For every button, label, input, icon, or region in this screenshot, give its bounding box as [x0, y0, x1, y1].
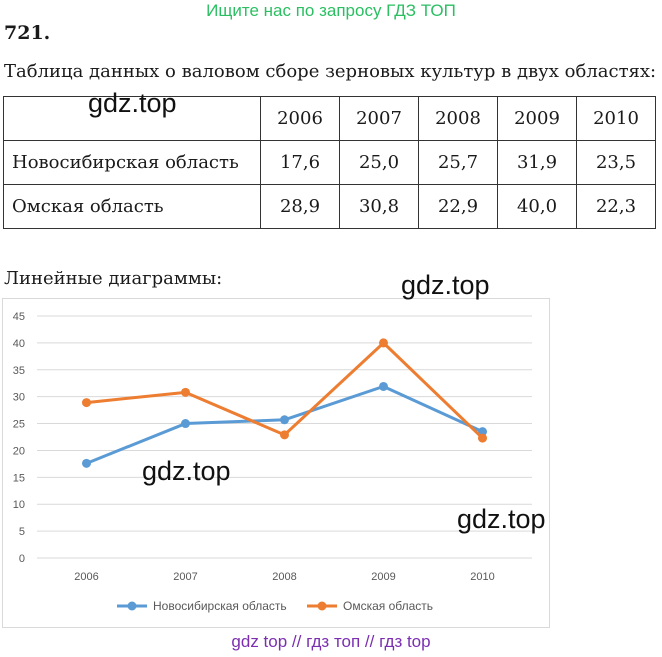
table-cell: 25,7 [418, 140, 498, 185]
data-point [280, 430, 289, 440]
top-banner: Ищите нас по запросу ГДЗ ТОП [206, 1, 456, 20]
x-tick-label: 2010 [470, 571, 494, 583]
table-year-header: 2008 [418, 96, 498, 141]
data-point [379, 381, 388, 391]
data-point [181, 419, 190, 429]
table-year-header: 2006 [260, 96, 340, 141]
table-cell: 23,5 [576, 140, 656, 185]
bottom-banner: gdz top // гдз топ // гдз top [231, 632, 431, 651]
x-tick-label: 2006 [74, 571, 98, 583]
y-tick-label: 20 [13, 445, 25, 457]
y-tick-label: 35 [13, 365, 25, 377]
data-point [181, 387, 190, 397]
watermark: gdz.top [142, 456, 231, 486]
table-year-header: 2009 [497, 96, 577, 141]
data-point [280, 415, 289, 425]
data-point [82, 398, 91, 408]
y-tick-label: 30 [13, 392, 25, 404]
y-tick-label: 45 [13, 311, 25, 323]
table-cell: 31,9 [497, 140, 577, 185]
chart-frame [2, 298, 550, 628]
watermark: gdz.top [401, 270, 490, 300]
table-cell: 17,6 [260, 140, 340, 185]
data-point [478, 433, 487, 443]
watermark: gdz.top [88, 88, 177, 118]
watermark: gdz.top [457, 504, 546, 534]
legend-swatch-marker [127, 601, 137, 611]
table-cell: 40,0 [497, 184, 577, 229]
x-tick-label: 2007 [173, 571, 197, 583]
y-tick-label: 40 [13, 338, 25, 350]
data-table: 2006 2007 2008 2009 2010 Новосибирская о… [3, 96, 656, 229]
table-year-header: 2010 [576, 96, 656, 141]
table-cell: 30,8 [339, 184, 419, 229]
y-tick-label: 10 [13, 499, 25, 511]
y-tick-label: 0 [19, 553, 25, 565]
x-tick-label: 2009 [371, 571, 395, 583]
line-chart: 0 5 10 15 20 25 30 35 40 45 2006 2007 2008 2009 2010 Но… [2, 298, 550, 628]
problem-number: 721. [4, 22, 51, 44]
x-tick-label: 2008 [272, 571, 296, 583]
y-tick-label: 25 [13, 419, 25, 431]
table-cell: 22,3 [576, 184, 656, 229]
legend-swatch-marker [317, 601, 327, 611]
legend-label: Омская область [343, 599, 433, 613]
table-cell: 25,0 [339, 140, 419, 185]
chart-caption: Линейные диаграммы: [4, 268, 223, 289]
data-point [82, 458, 91, 468]
table-row: Омская область 28,9 30,8 22,9 40,0 22,3 [3, 184, 656, 229]
table-row-label: Новосибирская область [3, 140, 261, 185]
y-tick-label: 15 [13, 472, 25, 484]
legend-label: Новосибирская область [153, 599, 287, 613]
table-year-header: 2007 [339, 96, 419, 141]
table-cell: 22,9 [418, 184, 498, 229]
table-row-label: Омская область [3, 184, 261, 229]
table-row: Новосибирская область 17,6 25,0 25,7 31,… [3, 140, 656, 185]
table-cell: 28,9 [260, 184, 340, 229]
y-tick-label: 5 [19, 526, 25, 538]
data-point [379, 338, 388, 348]
table-caption: Таблица данных о валовом сборе зерновых … [4, 61, 657, 82]
